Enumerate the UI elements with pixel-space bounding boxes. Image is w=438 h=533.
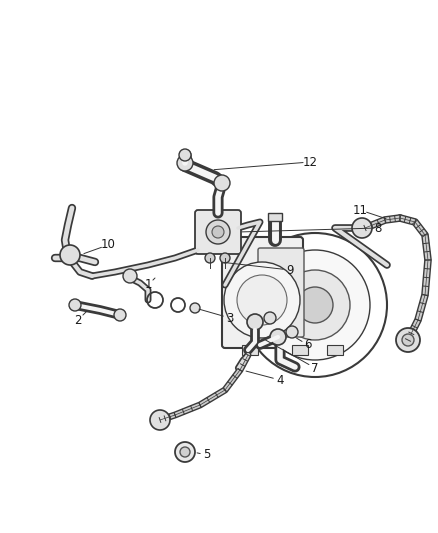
Bar [327,345,343,355]
Text: 12: 12 [303,156,318,168]
Bar [292,345,308,355]
Text: 9: 9 [286,263,294,277]
Circle shape [237,275,287,325]
Circle shape [297,287,333,323]
Circle shape [123,269,137,283]
Text: 7: 7 [311,361,319,375]
Bar [268,213,282,221]
Circle shape [177,155,193,171]
Circle shape [180,447,190,457]
Circle shape [286,326,298,338]
FancyBboxPatch shape [195,210,241,254]
Circle shape [190,303,200,313]
FancyBboxPatch shape [258,248,304,337]
Circle shape [402,334,414,346]
Text: 5: 5 [203,448,211,462]
FancyBboxPatch shape [222,237,303,348]
Text: 8: 8 [374,222,381,235]
Text: 11: 11 [353,204,367,216]
Text: 6: 6 [304,338,312,351]
Circle shape [224,262,300,338]
Circle shape [243,233,387,377]
Circle shape [60,245,80,265]
Circle shape [396,328,420,352]
Circle shape [205,253,215,263]
Circle shape [150,410,170,430]
Circle shape [175,442,195,462]
Circle shape [352,218,372,238]
Circle shape [220,253,230,263]
Circle shape [212,226,224,238]
Text: 10: 10 [101,238,116,252]
Text: 4: 4 [276,374,284,386]
Circle shape [247,314,263,330]
Circle shape [280,270,350,340]
Text: 1: 1 [144,279,152,292]
Circle shape [69,299,81,311]
Circle shape [270,329,286,345]
Circle shape [214,175,230,191]
Circle shape [206,220,230,244]
Circle shape [179,149,191,161]
Bar [242,345,258,355]
Circle shape [264,312,276,324]
Text: 3: 3 [226,311,234,325]
Circle shape [260,250,370,360]
Circle shape [114,309,126,321]
Text: 2: 2 [74,313,82,327]
